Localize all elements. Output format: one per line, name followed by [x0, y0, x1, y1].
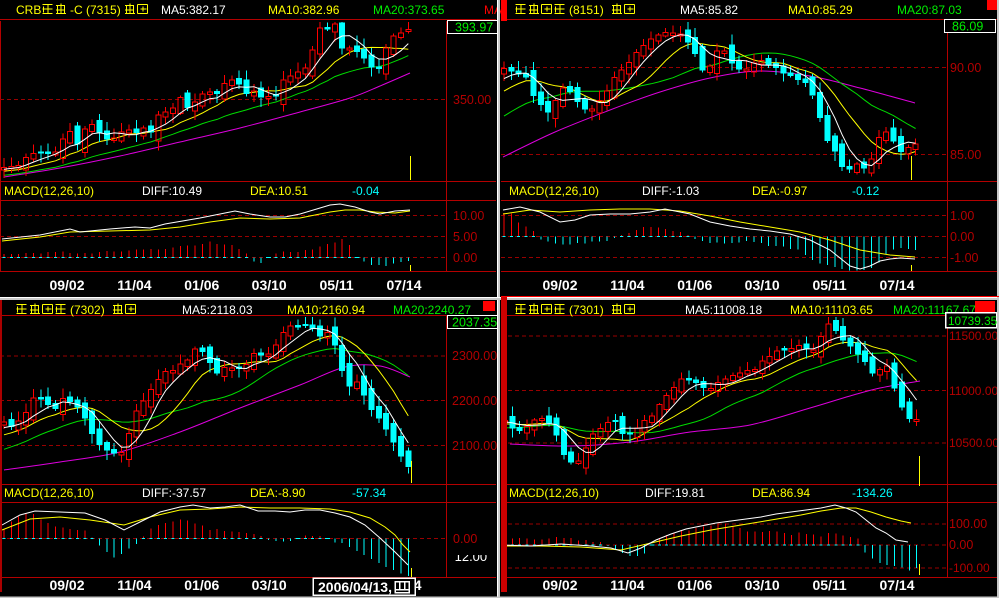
svg-text:2006/04/13,: 2006/04/13, [318, 579, 392, 595]
svg-text:05/11: 05/11 [319, 277, 353, 293]
svg-text:01/06: 01/06 [184, 577, 219, 593]
svg-text:MA20:2240.27: MA20:2240.27 [393, 303, 471, 317]
svg-text:DIFF:19.81: DIFF:19.81 [645, 486, 705, 500]
svg-text:1.00: 1.00 [950, 209, 974, 223]
svg-text:MA10:382.96: MA10:382.96 [268, 3, 340, 17]
svg-text:MACD(12,26,10): MACD(12,26,10) [509, 184, 599, 198]
svg-text:(8151): (8151) [569, 3, 604, 17]
svg-text:DIFF:10.49: DIFF:10.49 [142, 184, 202, 198]
svg-text:0.00: 0.00 [949, 538, 973, 552]
svg-text:03/10: 03/10 [745, 577, 780, 593]
svg-text:03/10: 03/10 [745, 277, 780, 293]
svg-text:85.00: 85.00 [950, 148, 981, 162]
svg-text:2037.35: 2037.35 [452, 316, 497, 330]
svg-text:DEA:-8.90: DEA:-8.90 [250, 486, 306, 500]
svg-text:DIFF:-1.03: DIFF:-1.03 [642, 184, 700, 198]
svg-text:(7302): (7302) [70, 303, 105, 317]
svg-text:MA20:87.03: MA20:87.03 [897, 3, 962, 17]
svg-text:393.97: 393.97 [455, 21, 493, 35]
svg-text:10739.35: 10739.35 [948, 314, 998, 328]
svg-text:07/14: 07/14 [386, 277, 421, 293]
svg-text:-0.12: -0.12 [852, 184, 880, 198]
svg-text:07/14: 07/14 [879, 577, 914, 593]
svg-text:MA5:11008.18: MA5:11008.18 [685, 303, 762, 317]
svg-text:CRB: CRB [16, 3, 41, 17]
svg-text:09/02: 09/02 [49, 277, 84, 293]
svg-text:09/02: 09/02 [542, 277, 577, 293]
svg-text:DEA:86.94: DEA:86.94 [752, 486, 810, 500]
svg-text:10.00: 10.00 [453, 209, 484, 223]
svg-text:350.00: 350.00 [453, 93, 491, 107]
svg-text:(7301): (7301) [569, 303, 604, 317]
svg-text:MA5:382.17: MA5:382.17 [161, 3, 226, 17]
svg-text:MA10:85.29: MA10:85.29 [788, 3, 853, 17]
svg-text:11000.00: 11000.00 [949, 384, 998, 398]
svg-text:0.00: 0.00 [453, 251, 477, 265]
svg-text:2200.00: 2200.00 [452, 394, 497, 408]
svg-text:DEA:-0.97: DEA:-0.97 [752, 184, 808, 198]
svg-text:5.00: 5.00 [453, 230, 477, 244]
svg-text:100.00: 100.00 [949, 517, 987, 531]
svg-text:03/10: 03/10 [252, 277, 287, 293]
svg-text:MACD(12,26,10): MACD(12,26,10) [4, 184, 94, 198]
svg-text:11/04: 11/04 [117, 277, 151, 293]
svg-text:-57.34: -57.34 [352, 486, 386, 500]
svg-text:0.00: 0.00 [453, 532, 477, 546]
svg-text:90.00: 90.00 [950, 61, 981, 75]
svg-text:09/02: 09/02 [542, 577, 577, 593]
svg-text:-C (7315): -C (7315) [70, 3, 121, 17]
svg-text:MA5:85.82: MA5:85.82 [680, 3, 738, 17]
svg-text:01/06: 01/06 [677, 577, 712, 593]
svg-text:0.00: 0.00 [950, 230, 974, 244]
svg-text:09/02: 09/02 [49, 577, 84, 593]
svg-text:05/11: 05/11 [812, 277, 846, 293]
svg-text:DIFF:-37.57: DIFF:-37.57 [142, 486, 206, 500]
svg-text:DEA:10.51: DEA:10.51 [250, 184, 308, 198]
svg-text:MA5:2118.03: MA5:2118.03 [182, 303, 253, 317]
svg-text:11/04: 11/04 [610, 577, 644, 593]
svg-text:MA20:373.65: MA20:373.65 [373, 3, 445, 17]
svg-text:05/11: 05/11 [812, 577, 846, 593]
svg-text:11500.00: 11500.00 [949, 329, 998, 343]
svg-text:MACD(12,26,10): MACD(12,26,10) [509, 486, 599, 500]
svg-text:86.09: 86.09 [952, 20, 983, 34]
svg-text:MA10:11103.65: MA10:11103.65 [790, 303, 873, 317]
svg-text:01/06: 01/06 [184, 277, 219, 293]
svg-text:2100.00: 2100.00 [452, 439, 497, 453]
svg-text:-134.26: -134.26 [852, 486, 893, 500]
svg-text:07/14: 07/14 [879, 277, 914, 293]
svg-text:-0.04: -0.04 [352, 184, 380, 198]
svg-text:-100.00: -100.00 [949, 561, 990, 575]
svg-text:03/10: 03/10 [252, 577, 287, 593]
svg-text:-1.00: -1.00 [950, 251, 979, 265]
svg-text:MA10:2160.94: MA10:2160.94 [287, 303, 365, 317]
svg-text:11/04: 11/04 [610, 277, 644, 293]
svg-text:2300.00: 2300.00 [452, 349, 497, 363]
svg-text:MACD(12,26,10): MACD(12,26,10) [4, 486, 94, 500]
svg-text:01/06: 01/06 [677, 277, 712, 293]
svg-text:11/04: 11/04 [117, 577, 151, 593]
svg-text:10500.00: 10500.00 [949, 436, 999, 450]
